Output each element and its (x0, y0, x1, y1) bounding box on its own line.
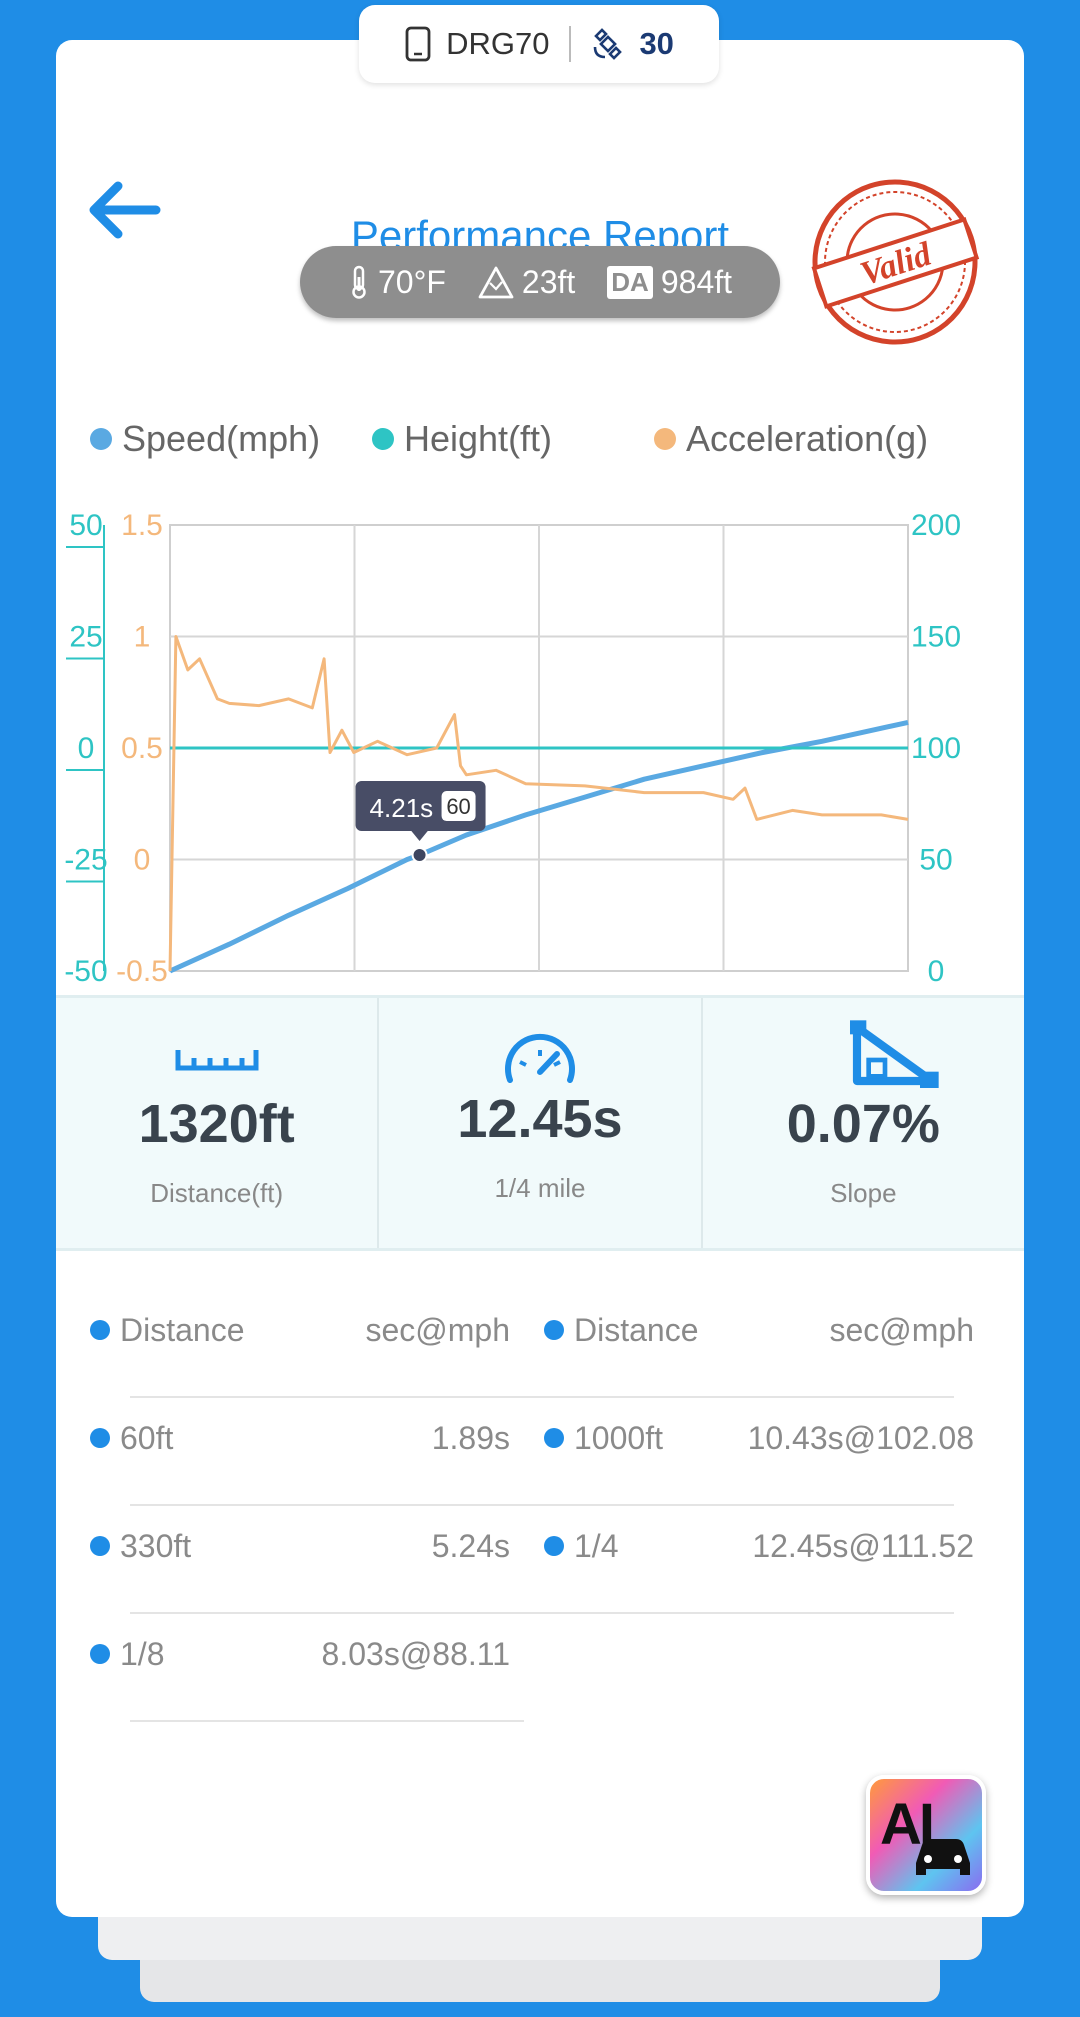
valid-stamp: Valid (811, 179, 980, 345)
tooltip-point (411, 847, 428, 864)
height-tick: 0 (78, 732, 95, 765)
slope-icon (849, 1020, 939, 1088)
satellite-icon (594, 28, 623, 60)
phone-icon (405, 26, 431, 62)
bullet-dot (90, 1428, 110, 1448)
series-line-speed-mph- (168, 719, 909, 974)
table-header-distance: Distance (90, 1300, 245, 1360)
stat-value: 0.07% (786, 1094, 940, 1154)
split-time: 1.89s (431, 1419, 510, 1456)
table-header-time: sec@mph (365, 1311, 510, 1348)
tooltip-badge (441, 791, 476, 822)
device-status-pill[interactable]: DRG70 30 (359, 5, 719, 83)
legend-dot (654, 428, 676, 450)
car-icon (916, 1839, 970, 1875)
bullet-dot (90, 1644, 110, 1664)
split-time: 10.43s@102.08 (747, 1419, 974, 1456)
density-altitude-value: 984ft (660, 263, 733, 300)
table-row: 1000ft (544, 1408, 663, 1468)
stat-label: Slope (830, 1178, 897, 1208)
row-divider (130, 1612, 954, 1614)
performance-chart[interactable]: 50 25 0 -25 -50 1.5 1 0.5 0 -0.5 200 150 100 50 0 4.21s… (56, 485, 1024, 985)
accel-tick: 1.5 (121, 509, 163, 542)
speed-tick: 0 (928, 955, 945, 985)
chart-legend: Speed(mph) Height(ft) Acceleration(g) (56, 418, 1024, 468)
table-row: 1/8 (90, 1624, 164, 1684)
bullet-dot (544, 1320, 564, 1340)
speedometer-icon (505, 1033, 576, 1083)
height-tick: -50 (64, 955, 107, 985)
stat-distance: 1320ft Distance(ft) (56, 998, 377, 1248)
back-arrow-icon (89, 181, 161, 239)
stats-panel: 1320ft Distance(ft) 12.45s 1/4 mile 0.07… (56, 995, 1024, 1251)
ai-assistant-button[interactable]: AI (866, 1775, 986, 1895)
bullet-dot (90, 1536, 110, 1556)
tooltip-pointer (410, 830, 429, 842)
bullet-dot (544, 1428, 564, 1448)
mountain-icon (478, 266, 514, 299)
stat-label: Distance(ft) (150, 1178, 284, 1208)
table-header-distance: Distance (544, 1300, 699, 1360)
performance-report-card: Performance Report 70°F 23ft DA 984ft (56, 40, 1024, 1917)
height-tick: 50 (69, 509, 102, 542)
table-row: 330ft (90, 1516, 191, 1576)
legend-dot (90, 428, 112, 450)
height-tick: 25 (69, 621, 102, 654)
speed-tick: 200 (911, 509, 961, 542)
legend-dot (372, 428, 394, 450)
satellite-count: 30 (639, 26, 674, 61)
bullet-dot (90, 1320, 110, 1340)
density-altitude-label: DA (607, 265, 653, 299)
split-time: 5.24s (431, 1527, 510, 1564)
row-divider (130, 1720, 524, 1722)
stat-label: 1/4 mile (494, 1173, 586, 1203)
accel-tick: 0 (134, 844, 151, 877)
stat-value: 1320ft (138, 1094, 295, 1154)
bullet-dot (544, 1536, 564, 1556)
accel-tick: 0.5 (121, 732, 163, 765)
table-row: 60ft (90, 1408, 173, 1468)
accel-tick: -0.5 (116, 955, 168, 985)
legend-acceleration[interactable]: Acceleration(g) (654, 418, 928, 460)
legend-label: Height(ft) (404, 418, 553, 459)
speed-tick: 100 (911, 732, 961, 765)
stat-value: 12.45s (457, 1089, 623, 1149)
row-divider (130, 1504, 954, 1506)
row-divider (130, 1396, 954, 1398)
speed-tick: 150 (911, 621, 961, 654)
tooltip-time: 4.21s (370, 793, 434, 823)
altitude-value: 23ft (521, 263, 576, 300)
table-header-time: sec@mph (829, 1311, 974, 1348)
thermometer-icon (352, 265, 366, 299)
device-name: DRG70 (446, 26, 550, 61)
split-time: 12.45s@111.52 (752, 1527, 974, 1564)
legend-speed[interactable]: Speed(mph) (90, 418, 320, 460)
stat-quarter-mile: 12.45s 1/4 mile (377, 998, 700, 1248)
legend-height[interactable]: Height(ft) (372, 418, 552, 460)
height-tick: -25 (64, 844, 107, 877)
temperature-value: 70°F (377, 263, 446, 300)
stat-slope: 0.07% Slope (700, 998, 1024, 1248)
legend-label: Acceleration(g) (686, 418, 929, 459)
accel-tick: 1 (134, 621, 151, 654)
divider (569, 26, 572, 62)
split-time: 8.03s@88.11 (321, 1635, 510, 1672)
speed-tick: 50 (919, 844, 952, 877)
tooltip-speed: 60 (446, 794, 470, 819)
back-button[interactable] (76, 170, 166, 250)
table-row: 1/4 (544, 1516, 618, 1576)
conditions-pill: 70°F 23ft DA 984ft (300, 246, 780, 318)
legend-label: Speed(mph) (122, 418, 321, 459)
ruler-icon (175, 1050, 259, 1071)
